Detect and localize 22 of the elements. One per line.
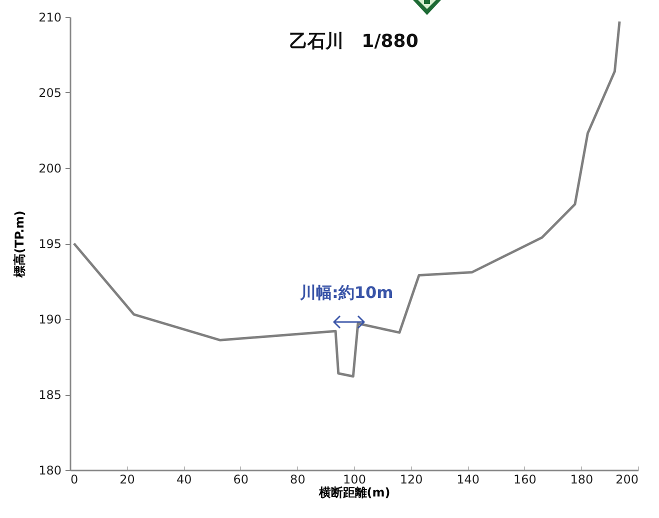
x-tick-label: 40 bbox=[176, 472, 192, 486]
y-tick-label: 205 bbox=[38, 86, 62, 100]
y-tick-label: 190 bbox=[38, 312, 62, 326]
x-tick-label: 60 bbox=[233, 472, 249, 486]
y-tick-label: 200 bbox=[38, 162, 62, 176]
x-tick-label: 200 bbox=[616, 472, 638, 486]
text: 乙石川 1/880 bbox=[290, 31, 418, 52]
y-tick-label: 210 bbox=[38, 10, 62, 24]
x-axis-title: 横断距離(m) bbox=[318, 486, 390, 500]
x-tick-label: 100 bbox=[343, 472, 366, 486]
x-tick-label: 120 bbox=[400, 472, 423, 486]
y-tick-label: 195 bbox=[38, 237, 62, 251]
y-tick-label: 185 bbox=[38, 388, 62, 402]
x-tick-label: 180 bbox=[570, 472, 594, 486]
x-tick-label: 140 bbox=[456, 472, 480, 486]
annotation: 川幅:約10m bbox=[299, 283, 394, 302]
x-tick-label: 20 bbox=[120, 472, 135, 486]
x-tick-label: 80 bbox=[290, 472, 306, 486]
y-axis-title: 標高(TP.m) bbox=[12, 210, 27, 278]
x-tick-label: 0 bbox=[70, 472, 78, 486]
x-tick-label: 160 bbox=[513, 472, 536, 486]
y-tick-label: 180 bbox=[38, 464, 62, 478]
